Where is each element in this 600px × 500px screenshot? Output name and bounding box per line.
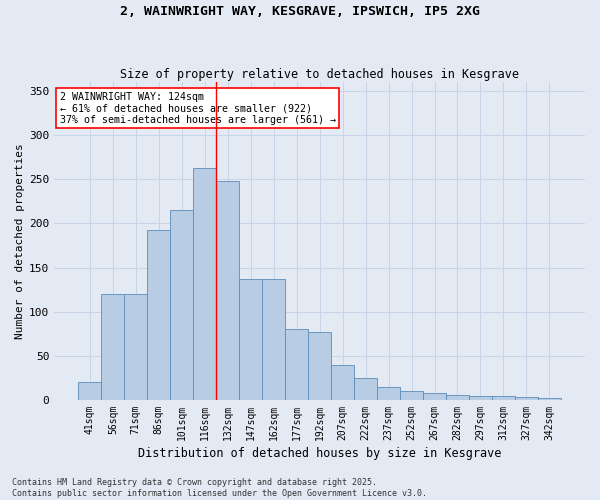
- Bar: [538, 398, 561, 400]
- Bar: [216, 181, 239, 400]
- Bar: [515, 398, 538, 400]
- Text: 2 WAINWRIGHT WAY: 124sqm
← 61% of detached houses are smaller (922)
37% of semi-: 2 WAINWRIGHT WAY: 124sqm ← 61% of detach…: [59, 92, 335, 125]
- Bar: [377, 386, 400, 400]
- Bar: [400, 391, 423, 400]
- Bar: [492, 396, 515, 400]
- Bar: [101, 294, 124, 400]
- Bar: [148, 230, 170, 400]
- Bar: [262, 279, 285, 400]
- Bar: [446, 394, 469, 400]
- Bar: [79, 382, 101, 400]
- Bar: [239, 279, 262, 400]
- Y-axis label: Number of detached properties: Number of detached properties: [15, 143, 25, 339]
- Bar: [469, 396, 492, 400]
- Bar: [423, 393, 446, 400]
- Bar: [308, 332, 331, 400]
- Bar: [170, 210, 193, 400]
- Bar: [124, 294, 148, 400]
- Bar: [354, 378, 377, 400]
- X-axis label: Distribution of detached houses by size in Kesgrave: Distribution of detached houses by size …: [138, 447, 502, 460]
- Bar: [331, 364, 354, 400]
- Bar: [285, 330, 308, 400]
- Bar: [193, 168, 216, 400]
- Text: Contains HM Land Registry data © Crown copyright and database right 2025.
Contai: Contains HM Land Registry data © Crown c…: [12, 478, 427, 498]
- Title: Size of property relative to detached houses in Kesgrave: Size of property relative to detached ho…: [120, 68, 519, 81]
- Text: 2, WAINWRIGHT WAY, KESGRAVE, IPSWICH, IP5 2XG: 2, WAINWRIGHT WAY, KESGRAVE, IPSWICH, IP…: [120, 5, 480, 18]
